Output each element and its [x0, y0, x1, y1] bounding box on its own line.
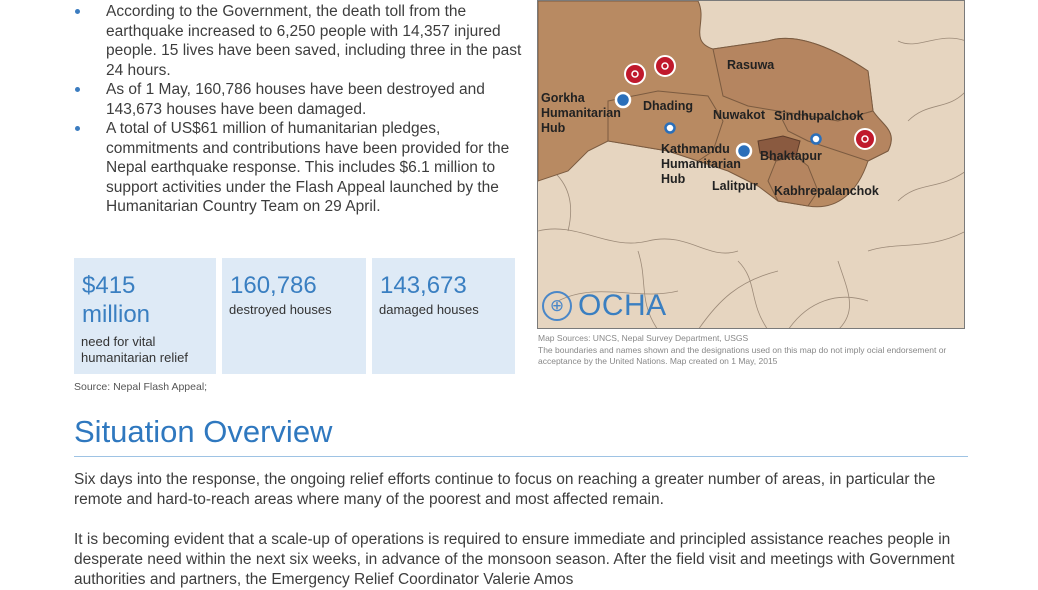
label-bhaktapur: Bhaktapur: [760, 149, 822, 163]
label-gorkha-hub: Gorkha Humanitarian Hub: [541, 91, 621, 135]
bullet-funding: A total of US$61 million of humanitarian…: [74, 119, 524, 217]
label-lalitpur: Lalitpur: [712, 179, 758, 193]
label-kathmandu-hub: Kathmandu Humanitarian Hub: [661, 142, 741, 186]
map-sources: Map Sources: UNCS, Nepal Survey Departme…: [538, 333, 749, 343]
nepal-map[interactable]: Rasuwa Gorkha Humanitarian Hub Dhading N…: [537, 0, 965, 329]
affected-markers: [624, 55, 876, 150]
stat-label: damaged houses: [379, 302, 479, 317]
paragraph-scale-up: It is becoming evident that a scale-up o…: [74, 531, 955, 588]
stats-source: Source: Nepal Flash Appeal;: [74, 381, 208, 393]
section-divider: [74, 456, 968, 457]
label-rasuwa: Rasuwa: [727, 58, 775, 72]
label-kabhrepalanchok: Kabhrepalanchok: [774, 184, 879, 198]
stat-value: 143,673: [380, 272, 467, 299]
stat-destroyed-houses: 160,786 destroyed houses: [222, 258, 366, 374]
stat-label: destroyed houses: [229, 302, 332, 317]
paragraph-response: Six days into the response, the ongoing …: [74, 471, 936, 508]
label-dhading: Dhading: [643, 99, 693, 113]
section-title: Situation Overview: [74, 414, 333, 449]
stat-value: 160,786: [230, 272, 317, 299]
ocha-logo: ⊕ OCHA: [542, 289, 667, 323]
ocha-logo-text: OCHA: [578, 289, 667, 322]
stat-label: need for vital humanitarian relief: [81, 334, 188, 365]
stat-damaged-houses: 143,673 damaged houses: [372, 258, 515, 374]
label-nuwakot: Nuwakot: [713, 108, 766, 122]
map-disclaimer: The boundaries and names shown and the d…: [538, 344, 947, 367]
label-sindhupalchok: Sindhupalchok: [774, 109, 864, 123]
bullet-houses: As of 1 May, 160,786 houses have been de…: [74, 80, 524, 119]
stat-value: $415 million: [82, 272, 151, 328]
un-emblem-icon: ⊕: [542, 291, 572, 321]
key-messages-list: According to the Government, the death t…: [74, 2, 524, 217]
bullet-death-toll: According to the Government, the death t…: [74, 2, 524, 80]
stat-funding-need: $415 million need for vital humanitarian…: [74, 258, 216, 374]
map-caption: Map Sources: UNCS, Nepal Survey Departme…: [538, 333, 958, 368]
map-graphic: [538, 1, 964, 328]
